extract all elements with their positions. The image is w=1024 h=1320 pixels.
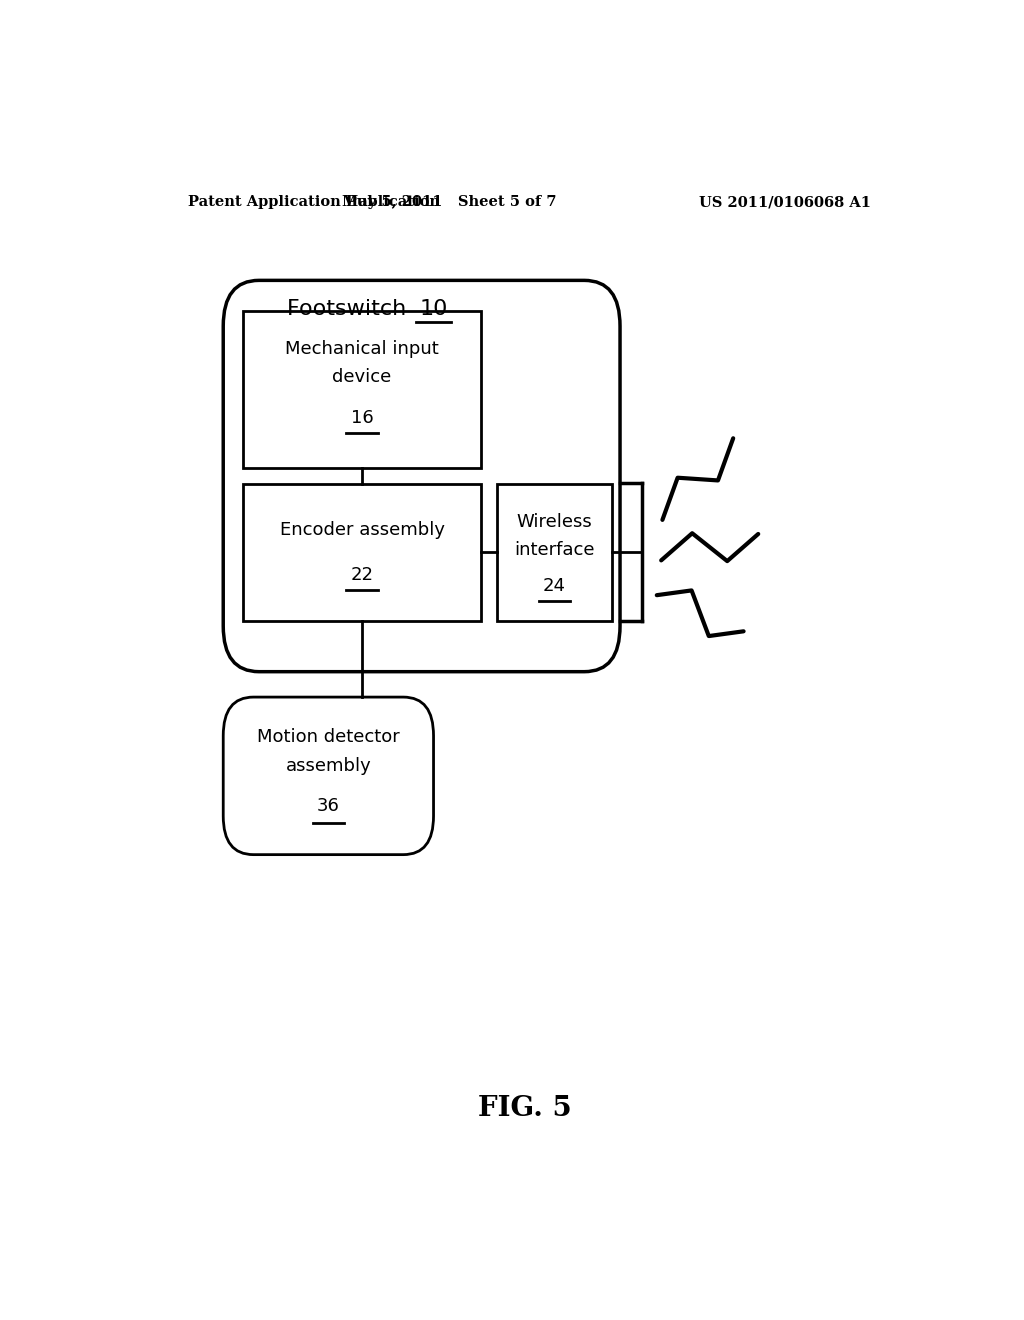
Bar [497,483,612,620]
Text: 24: 24 [543,577,566,595]
Text: Motion detector: Motion detector [257,729,399,746]
Text: Wireless: Wireless [517,512,593,531]
Text: 16: 16 [351,409,374,428]
Text: US 2011/0106068 A1: US 2011/0106068 A1 [699,195,871,209]
FancyBboxPatch shape [223,697,433,854]
Text: Mechanical input: Mechanical input [286,341,439,358]
Text: device: device [333,368,392,387]
Text: May 5, 2011   Sheet 5 of 7: May 5, 2011 Sheet 5 of 7 [342,195,557,209]
Text: 36: 36 [317,797,340,816]
Text: FIG. 5: FIG. 5 [478,1096,571,1122]
Text: 22: 22 [350,565,374,583]
Bar [243,483,481,620]
Bar [243,312,481,469]
Text: Encoder assembly: Encoder assembly [280,521,444,539]
Text: Footswitch: Footswitch [288,298,414,319]
FancyBboxPatch shape [223,280,620,672]
Text: 10: 10 [420,298,447,319]
Text: Patent Application Publication: Patent Application Publication [187,195,439,209]
Text: assembly: assembly [286,756,372,775]
Text: interface: interface [514,541,595,560]
